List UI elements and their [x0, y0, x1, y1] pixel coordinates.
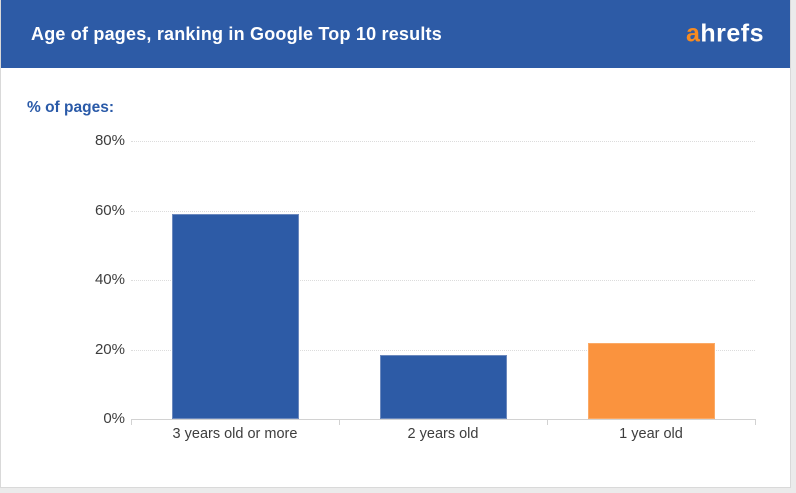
x-axis-tick	[755, 419, 756, 425]
gridline-20	[131, 349, 755, 351]
y-tick-label-20: 20%	[94, 340, 125, 358]
bar-2-years-old	[379, 354, 507, 419]
bar-1-year-old	[587, 342, 715, 419]
gridline-80	[131, 141, 755, 142]
gridline-60	[131, 210, 755, 212]
y-tick-label-0: 0%	[103, 410, 125, 427]
x-axis-tick	[131, 419, 132, 425]
x-label-2-years-old: 2 years old	[407, 426, 479, 442]
chart-header: Age of pages, ranking in Google Top 10 r…	[1, 0, 790, 68]
y-axis-label: % of pages:	[27, 99, 114, 116]
gridline-40	[131, 280, 755, 281]
bar-chart-plot-area: 80% 60% 40% 20% 0% 3 years old or more 2 years…	[1, 0, 790, 487]
ahrefs-logo: ahrefs	[686, 20, 764, 49]
y-tick-label-60: 60%	[94, 201, 125, 219]
x-axis-tick	[547, 419, 548, 425]
y-tick-label-80: 80%	[94, 132, 125, 149]
x-label-3-years-old-or-more: 3 years old or more	[172, 426, 298, 442]
x-label-1-year-old: 1 year old	[619, 426, 683, 442]
chart-title: Age of pages, ranking in Google Top 10 r…	[31, 23, 442, 44]
bar-3-years-old-or-more	[171, 213, 299, 419]
ahrefs-logo-a: a	[685, 19, 701, 48]
y-tick-label-40: 40%	[94, 271, 125, 288]
x-axis-line	[131, 419, 755, 420]
x-axis-tick	[339, 419, 340, 425]
ahrefs-logo-hrefs: hrefs	[700, 19, 764, 48]
